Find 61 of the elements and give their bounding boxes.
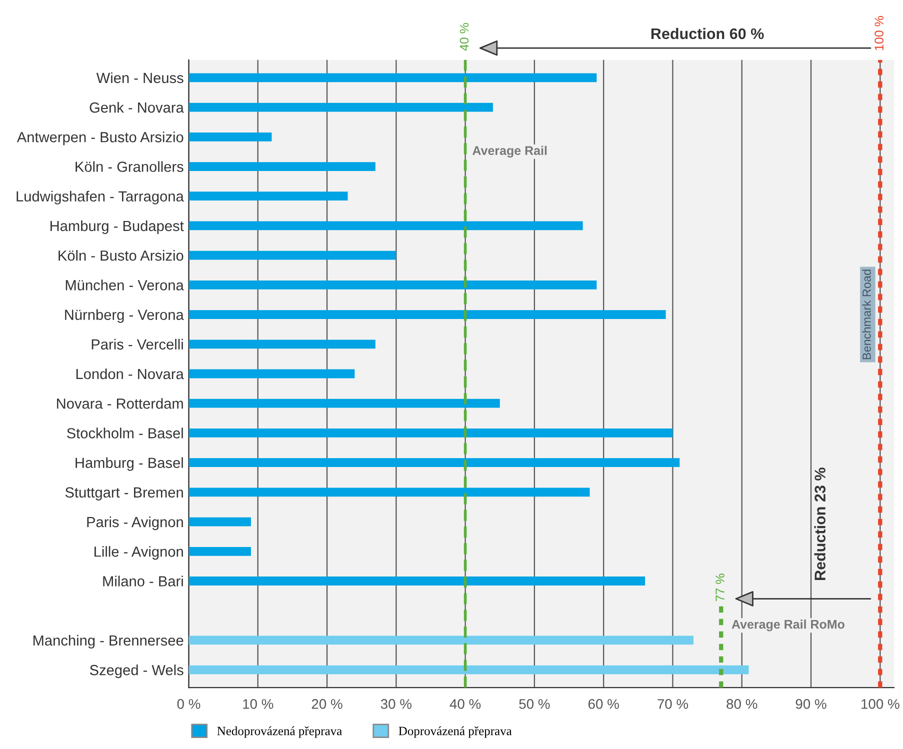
annotation: Reduction 23 % xyxy=(814,468,826,580)
x-tick-label: 0 % xyxy=(177,699,200,709)
bar xyxy=(188,340,376,349)
y-tick-label: Hamburg - Basel xyxy=(76,457,183,471)
y-tick-label: Manching - Brennersee xyxy=(33,634,184,649)
legend-label: Doprovázená přeprava xyxy=(398,726,512,738)
y-tick-label: Paris - Vercelli xyxy=(92,338,183,350)
y-tick-label: Hamburg - Budapest xyxy=(50,220,184,234)
text: Reduction 60 % xyxy=(651,28,764,40)
y-tick-label: Köln - Busto Arsizio xyxy=(58,250,184,261)
bar xyxy=(188,576,646,586)
bar xyxy=(188,369,355,378)
y-tick-label: Genk - Novara xyxy=(90,102,184,113)
ref-line-label: 40 % xyxy=(460,22,469,51)
bar xyxy=(188,73,597,82)
bar xyxy=(188,132,272,142)
x-tick-label: 20 % xyxy=(312,699,342,709)
x-tick-label: 100 % xyxy=(862,699,900,709)
x-tick-label: 70 % xyxy=(658,699,688,709)
bar xyxy=(188,250,396,260)
bar xyxy=(188,665,749,674)
y-tick-label: Ludwigshafen - Tarragona xyxy=(16,190,184,204)
annotation: Average Rail xyxy=(472,146,547,158)
x-tick-label: 80 % xyxy=(726,699,758,709)
bar xyxy=(188,310,666,319)
bar xyxy=(188,517,251,526)
y-tick-label: Stuttgart - Bremen xyxy=(65,487,183,500)
y-tick-label: Wien - Neuss xyxy=(96,72,184,84)
bar xyxy=(188,102,493,112)
x-tick-label: 10 % xyxy=(243,699,274,709)
annotation: Benchmark Road xyxy=(862,270,871,360)
y-tick-label: Lille - Avignon xyxy=(94,546,183,560)
ref-line-label: 100 % xyxy=(874,16,884,50)
y-tick-label: München - Verona xyxy=(66,280,184,290)
y-tick-label: Szeged - Wels xyxy=(90,664,184,678)
bar xyxy=(188,221,583,230)
bar xyxy=(188,162,376,171)
bar xyxy=(188,546,251,556)
bar xyxy=(188,488,590,497)
y-tick-label: Stockholm - Basel xyxy=(67,428,183,438)
legend-label: Nedoprovázená přeprava xyxy=(217,726,342,738)
bar xyxy=(188,398,500,408)
bar xyxy=(188,428,673,438)
y-tick-label: Nürnberg - Verona xyxy=(65,309,184,323)
x-tick-label: 60 % xyxy=(588,699,619,709)
x-tick-label: 90 % xyxy=(796,699,826,709)
x-tick-label: 50 % xyxy=(519,699,550,709)
y-tick-label: Novara - Rotterdam xyxy=(57,398,183,409)
y-tick-label: London - Novara xyxy=(76,368,184,380)
bar xyxy=(188,636,694,645)
y-tick-label: Antwerpen - Busto Arsizio xyxy=(16,132,184,146)
x-tick-label: 30 % xyxy=(380,699,412,709)
y-tick-label: Milano - Bari xyxy=(103,576,183,586)
y-tick-label: Paris - Avignon xyxy=(87,516,183,530)
bar xyxy=(188,458,680,468)
bar xyxy=(188,280,597,290)
annotation: Average Rail RoMo xyxy=(732,620,844,632)
bar xyxy=(188,192,348,201)
y-tick-label: Köln - Granollers xyxy=(76,161,184,172)
x-tick-label: 40 % xyxy=(450,699,481,709)
ref-line-label: 77 % xyxy=(716,574,724,602)
